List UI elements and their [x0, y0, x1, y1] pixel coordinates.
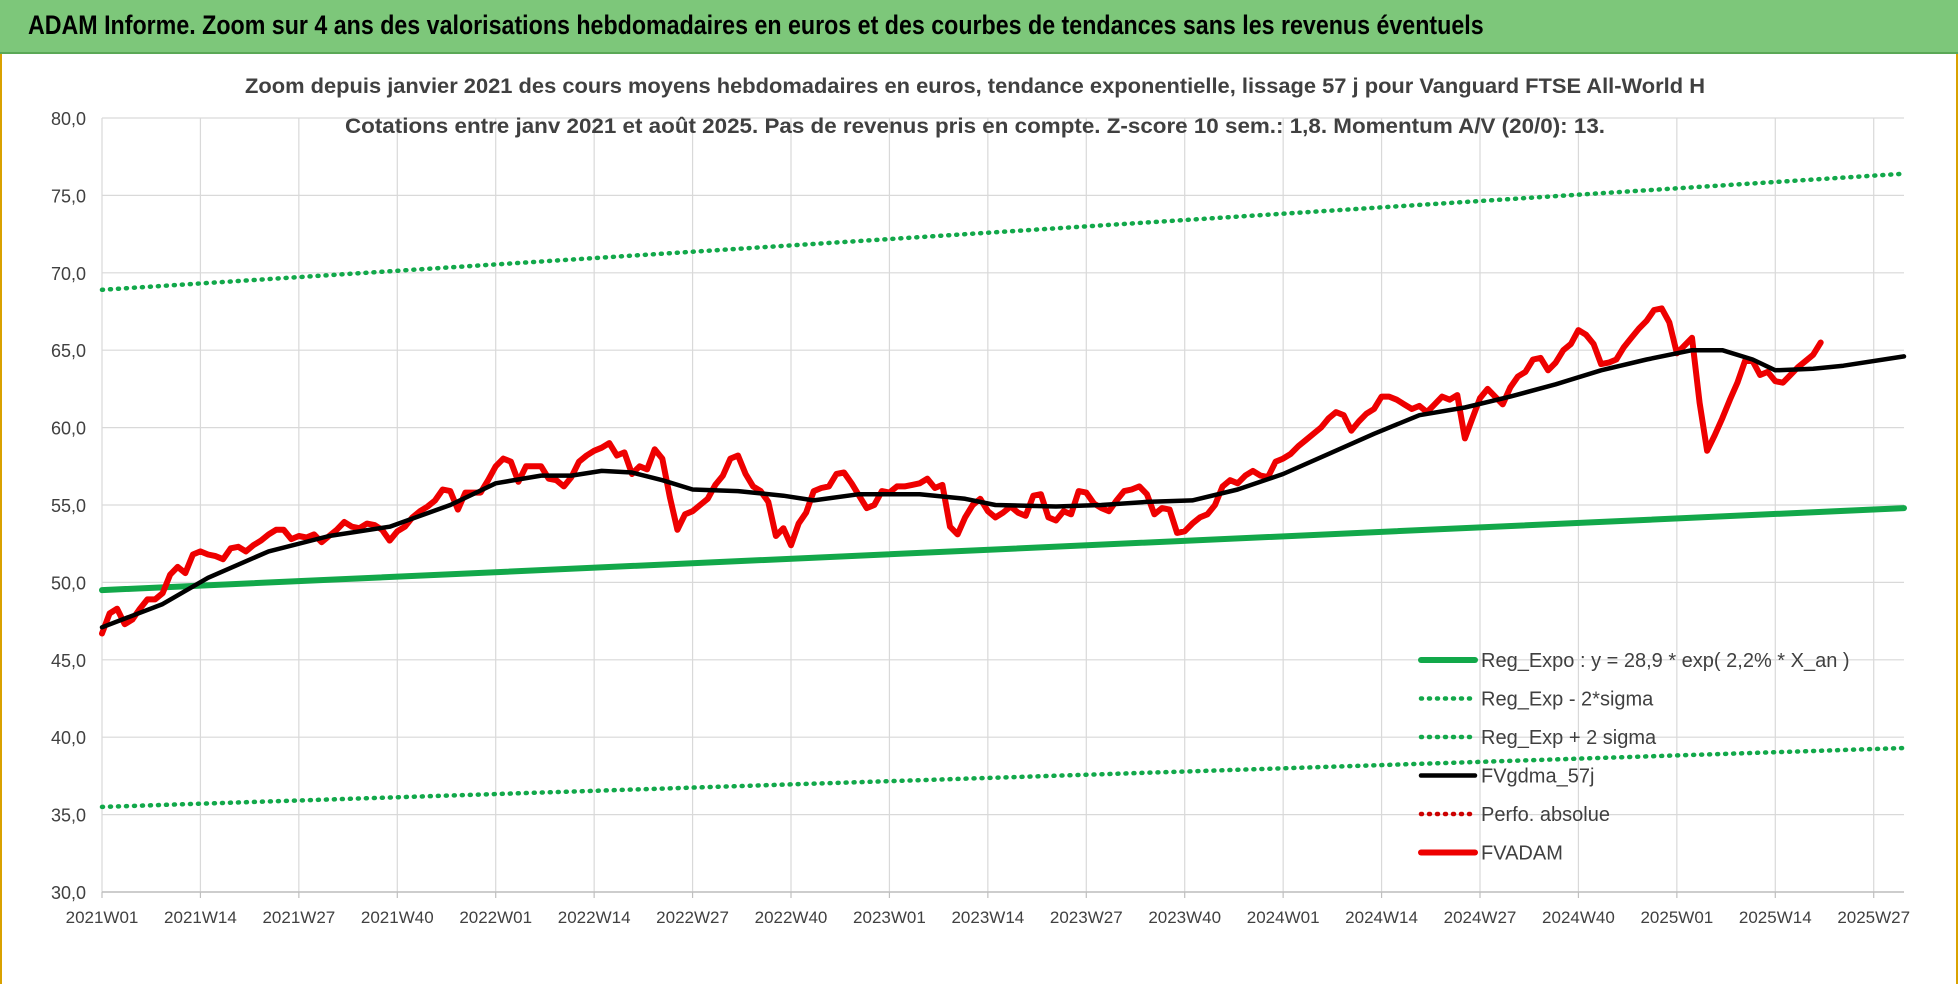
y-tick-label: 75,0: [51, 186, 86, 206]
x-tick-label: 2021W40: [361, 908, 434, 927]
x-tick-label: 2025W27: [1837, 908, 1910, 927]
x-tick-label: 2023W14: [951, 908, 1024, 927]
x-tick-label: 2024W14: [1345, 908, 1418, 927]
y-tick-label: 50,0: [51, 573, 86, 593]
y-tick-label: 60,0: [51, 419, 86, 439]
legend-label: Reg_Exp - 2*sigma: [1481, 689, 1654, 711]
chart-subtitle: Cotations entre janv 2021 et août 2025. …: [345, 115, 1605, 138]
y-tick-label: 40,0: [51, 728, 86, 748]
x-tick-label: 2024W01: [1247, 908, 1320, 927]
legend-label: Reg_Expo : y = 28,9 * exp( 2,2% * X_an ): [1481, 650, 1850, 672]
line-chart: 30,0 35,0 40,0 45,0 50,0 55,0 60,0 65,0 70,0 75,0…: [51, 75, 1910, 927]
x-tick-label: 2023W40: [1148, 908, 1221, 927]
series-line-3: [99, 171, 1907, 293]
grid-lines: [101, 117, 1904, 898]
chart-frame: [0, 54, 1958, 984]
x-tick-label: 2023W27: [1050, 908, 1123, 927]
y-tick-label: 80,0: [51, 109, 86, 129]
x-tick-label: 2022W27: [656, 908, 729, 927]
y-tick-label: 55,0: [51, 496, 86, 516]
legend-label: Perfo. absolue: [1481, 804, 1610, 826]
x-tick-label: 2022W40: [755, 908, 828, 927]
chart-legend: Reg_Expo : y = 28,9 * exp( 2,2% * X_an )…: [1418, 650, 1850, 865]
axis-labels: 30,0 35,0 40,0 45,0 50,0 55,0 60,0 65,0 70,0 75,0…: [51, 109, 1910, 927]
report-banner: ADAM Informe. Zoom sur 4 ans des valoris…: [0, 0, 1958, 54]
x-tick-label: 2025W01: [1640, 908, 1713, 927]
x-tick-label: 2022W01: [459, 908, 532, 927]
y-tick-label: 30,0: [51, 883, 86, 903]
series-lines: [99, 171, 1907, 810]
x-tick-label: 2024W40: [1542, 908, 1615, 927]
x-tick-label: 2024W27: [1444, 908, 1517, 927]
x-tick-label: 2025W14: [1739, 908, 1812, 927]
y-tick-label: 35,0: [51, 806, 86, 826]
x-tick-label: 2021W27: [262, 908, 335, 927]
legend-label: FVgdma_57j: [1481, 766, 1594, 788]
x-tick-label: 2023W01: [853, 908, 926, 927]
x-tick-label: 2021W01: [66, 908, 139, 927]
legend-label: Reg_Exp + 2 sigma: [1481, 727, 1657, 749]
series-line-4: [99, 347, 1907, 630]
y-tick-label: 65,0: [51, 341, 86, 361]
legend-label: FVADAM: [1481, 843, 1563, 865]
series-line-1: [99, 505, 1907, 594]
y-tick-label: 70,0: [51, 264, 86, 284]
chart-title: Zoom depuis janvier 2021 des cours moyen…: [245, 75, 1705, 98]
series-line-2: [99, 745, 1907, 810]
x-tick-label: 2021W14: [164, 908, 237, 927]
y-tick-label: 45,0: [51, 651, 86, 671]
x-tick-label: 2022W14: [558, 908, 631, 927]
series-line-6: [99, 305, 1824, 637]
report-title: ADAM Informe. Zoom sur 4 ans des valoris…: [28, 10, 1484, 40]
